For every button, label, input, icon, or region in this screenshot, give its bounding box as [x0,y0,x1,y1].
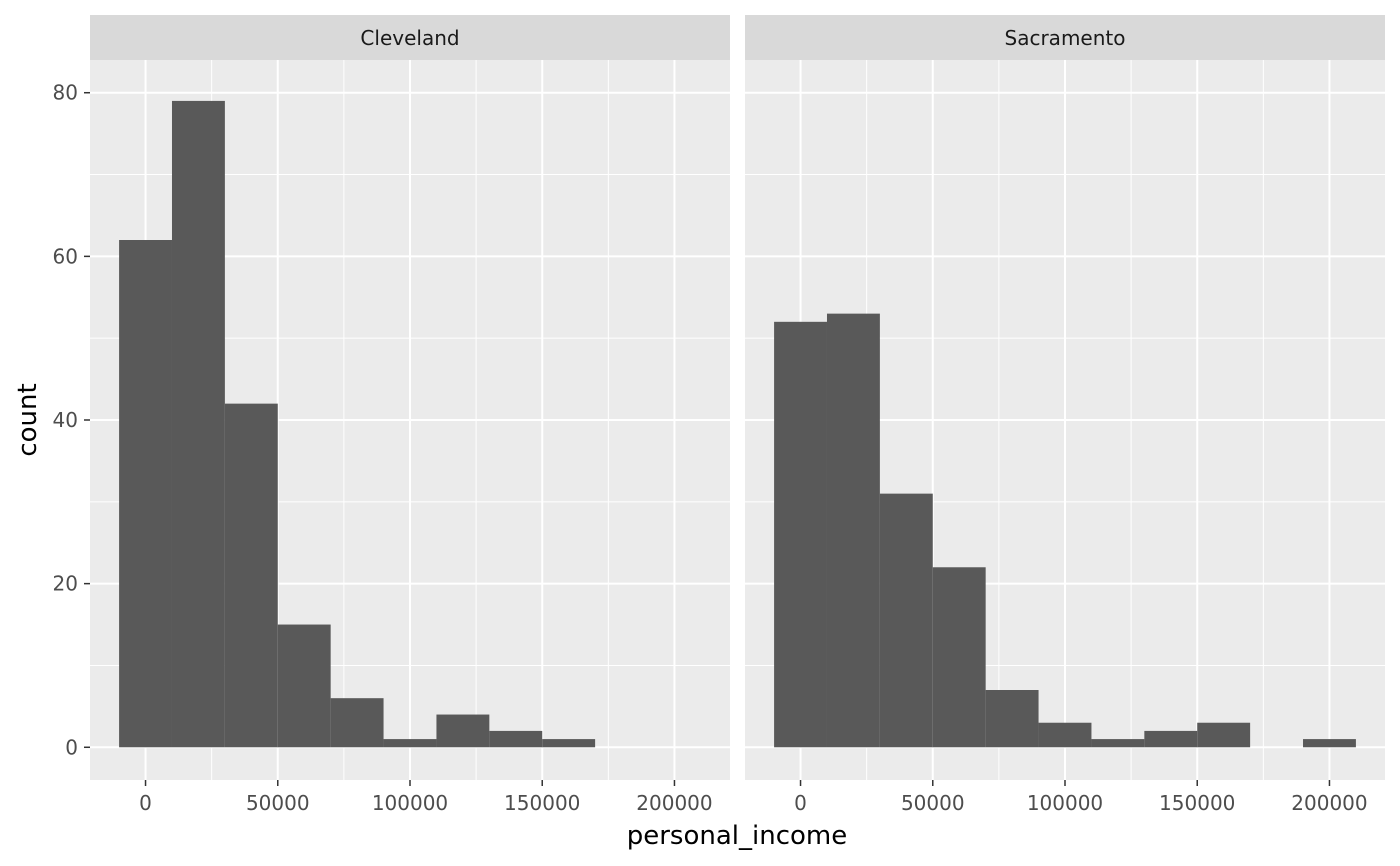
facet-strip-label: Sacramento [1005,26,1126,50]
x-tick-label: 150000 [504,791,580,815]
x-tick-label: 0 [794,791,807,815]
x-tick-label: 150000 [1159,791,1235,815]
x-tick-label: 50000 [901,791,965,815]
x-tick-label: 50000 [246,791,310,815]
y-axis-title: count [13,383,43,456]
histogram-bar [1091,739,1145,748]
y-tick-label: 80 [53,81,78,105]
facet-strip [90,15,730,60]
histogram-bar [985,690,1039,748]
histogram-bar [542,739,596,748]
y-tick-label: 0 [65,735,78,759]
x-tick-label: 100000 [372,791,448,815]
histogram-bar [330,698,384,748]
x-tick-label: 200000 [1291,791,1367,815]
x-tick-label: 200000 [636,791,712,815]
y-tick-label: 60 [53,244,78,268]
x-tick-label: 100000 [1027,791,1103,815]
x-axis-title: personal_income [627,821,848,851]
histogram-bar [1197,722,1251,748]
histogram-bar [119,240,172,748]
facet-strip-label: Cleveland [360,26,459,50]
facet-strip [745,15,1385,60]
histogram-bar [224,403,278,748]
histogram-bar [932,567,986,748]
histogram-bar [277,624,331,748]
y-tick-label: 20 [53,572,78,596]
histogram-bar [774,321,827,748]
histogram-bar [436,714,490,748]
histogram-bar [489,730,543,748]
histogram-bar [1038,722,1092,748]
histogram-bar [879,493,933,748]
histogram-bar [171,100,225,748]
y-tick-label: 40 [53,408,78,432]
histogram-bar [826,313,880,748]
histogram-bar [1144,730,1198,748]
histogram-bar [383,739,437,748]
x-tick-label: 0 [139,791,152,815]
histogram-bar [1303,739,1356,748]
